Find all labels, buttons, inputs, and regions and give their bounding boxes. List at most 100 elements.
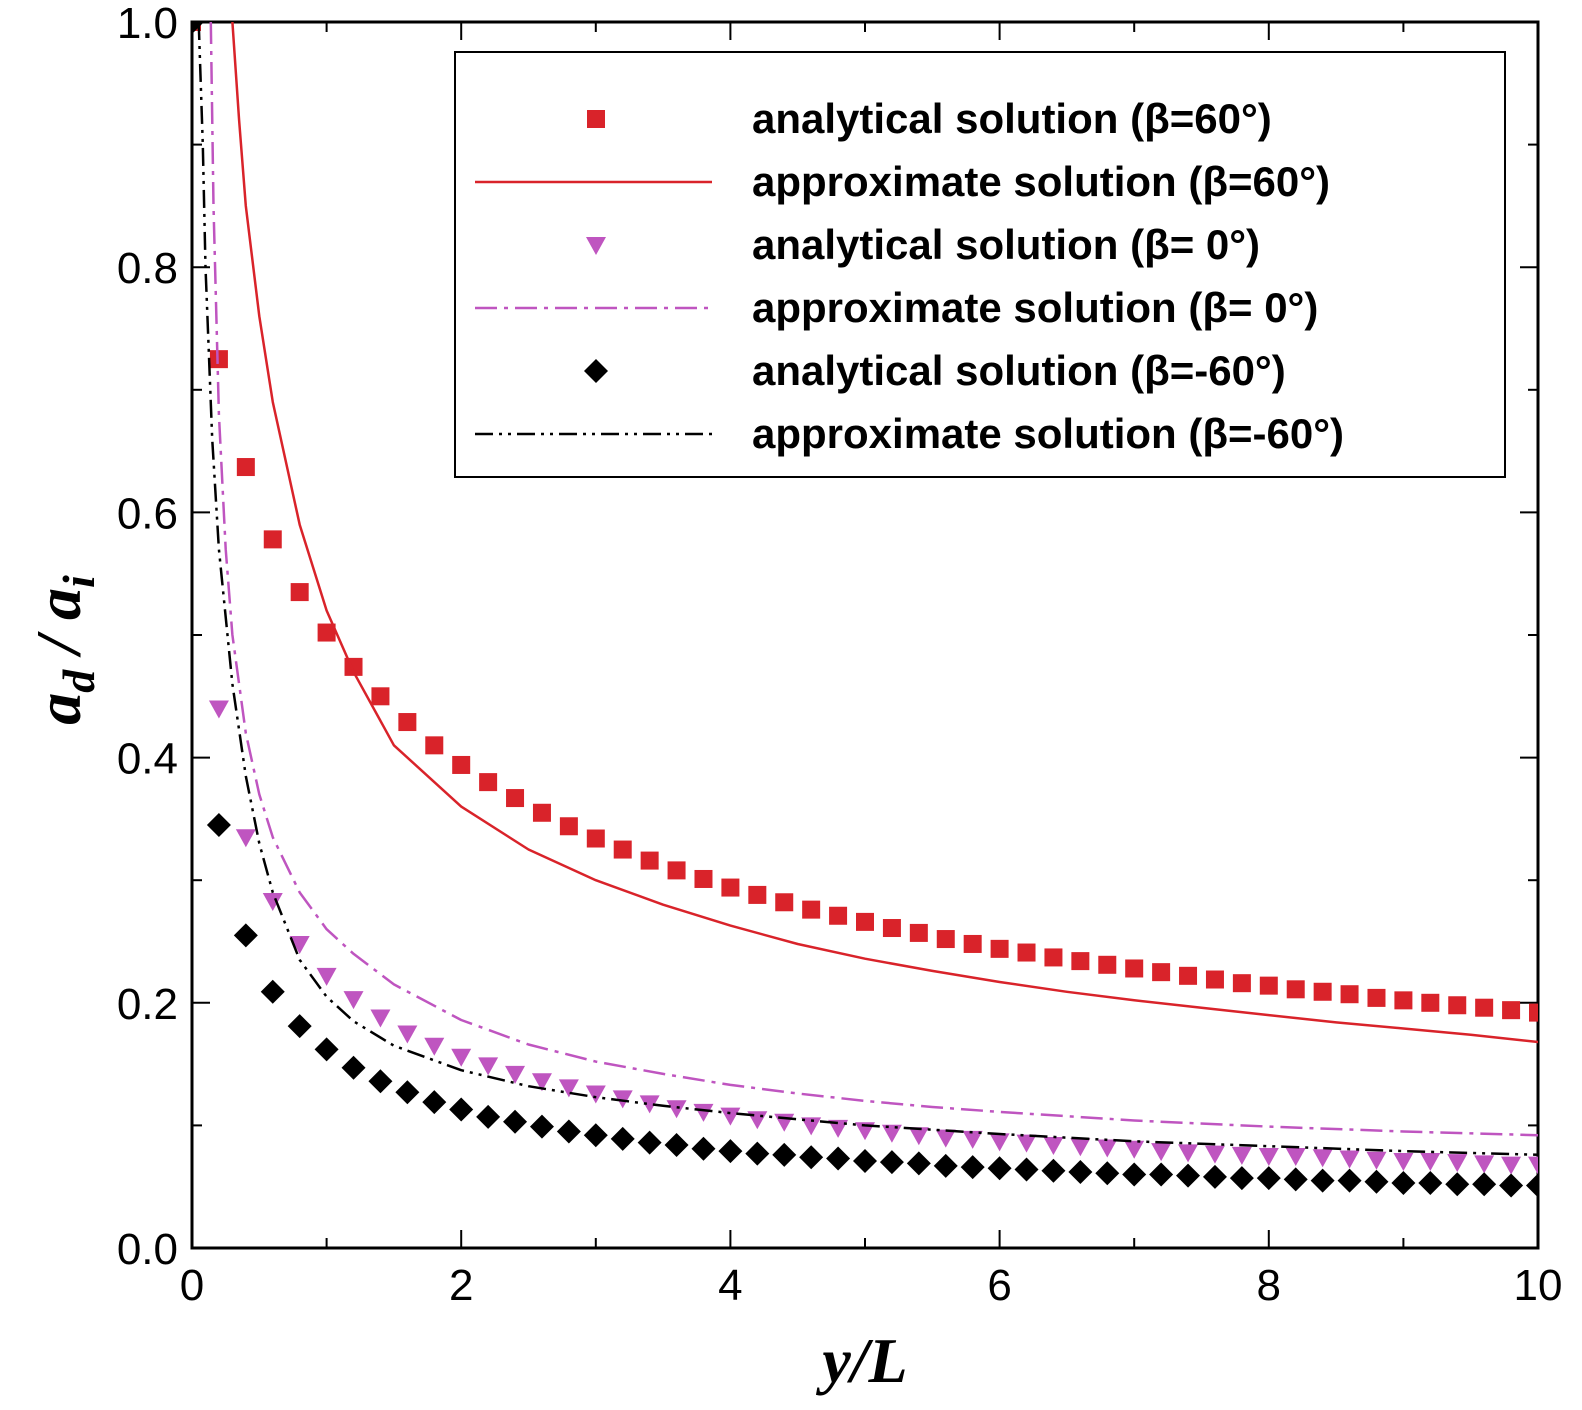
data-point [317,623,336,642]
data-point [397,1025,418,1044]
y-title-den-sub: i [53,575,104,588]
data-point [1367,988,1386,1007]
legend-label: approximate solution (β= 0°) [752,284,1318,331]
y-tick-label: 0.2 [117,980,178,1029]
data-point [1286,980,1305,999]
data-point [452,755,471,774]
y-title-num-sub: d [53,669,104,693]
data-point [775,893,794,912]
data-point [233,923,258,948]
data-point [1394,991,1413,1010]
data-point [963,934,982,953]
data-point [235,829,256,848]
data-point [424,1037,445,1056]
data-point [209,350,228,369]
legend-label: approximate solution (β=-60°) [752,410,1344,457]
data-point [531,1073,552,1092]
data-point [989,1133,1010,1152]
data-point [422,1090,447,1115]
data-point [1528,1156,1538,1175]
data-point [208,700,229,719]
legend-item: approximate solution (β= 0°) [475,284,1318,331]
legend-label: approximate solution (β=60°) [752,158,1330,205]
series-line [231,22,1538,1044]
data-point [693,1103,714,1122]
data-point [694,869,713,888]
data-point [1178,1144,1199,1163]
data-point [853,1148,877,1173]
data-point [987,1156,1012,1181]
data-point [1043,1137,1064,1156]
data-point [505,1065,526,1084]
data-point [451,1048,472,1067]
data-point [1229,1166,1254,1191]
series-4 [192,22,1538,1198]
x-tick-label: 6 [987,1261,1011,1310]
legend-swatch [584,359,608,383]
data-point [1529,1003,1538,1022]
data-point [1421,993,1440,1012]
legend-swatch [587,110,605,128]
data-point [236,458,255,477]
data-point [1259,976,1278,995]
data-point [1313,982,1332,1001]
series-0 [192,22,1538,1022]
data-point [802,900,821,919]
data-point [558,1079,579,1098]
legend-item: approximate solution (β=60°) [475,158,1330,205]
series-layer [192,22,1538,1198]
data-point [1124,1140,1145,1159]
x-tick-label: 0 [180,1261,204,1310]
data-point [829,906,848,925]
legend: analytical solution (β=60°) approximate s… [454,51,1506,478]
legend-item: analytical solution (β=-60°) [584,347,1286,394]
data-point [1041,1158,1066,1183]
data-point [1071,952,1090,971]
data-point [1152,963,1171,982]
data-point [341,1055,366,1080]
data-point [206,813,231,838]
legend-item: analytical solution (β=60°) [587,95,1272,142]
data-point [1310,1168,1335,1193]
data-point [1474,1155,1495,1174]
data-point [1312,1149,1333,1168]
data-point [962,1130,983,1149]
data-point [529,1114,554,1139]
data-point [933,1153,958,1178]
data-point [1122,1162,1147,1187]
legend-item: analytical solution (β= 0°) [586,221,1260,268]
series-line [197,22,1538,1157]
data-point [1339,1150,1360,1169]
data-point [906,1151,931,1176]
data-point [1366,1151,1387,1170]
data-point [828,1119,849,1138]
data-point [1014,1157,1039,1182]
legend-swatch [586,237,606,255]
x-tick-label: 10 [1514,1261,1563,1310]
series-line [209,22,1538,1137]
data-point [772,1142,797,1167]
data-point [748,885,767,904]
data-point [556,1119,581,1144]
data-point [371,687,390,706]
data-point [909,923,928,942]
data-point [745,1141,770,1166]
data-point [1017,943,1036,962]
data-point [476,1104,501,1129]
data-point [613,840,632,859]
y-tick-label: 0.8 [117,244,178,293]
data-point [1447,1154,1468,1173]
data-point [1149,1162,1174,1187]
data-point [774,1113,795,1132]
data-point [1420,1152,1441,1171]
y-tick-label: 0.0 [117,1225,178,1274]
y-tick-label: 1.0 [117,0,178,48]
data-point [721,878,740,897]
data-point [1501,1156,1522,1175]
data-point [370,1009,391,1028]
y-axis-title: ad / ai [23,575,104,725]
data-point [1151,1143,1172,1162]
data-point [610,1126,635,1151]
data-point [1502,1001,1521,1020]
